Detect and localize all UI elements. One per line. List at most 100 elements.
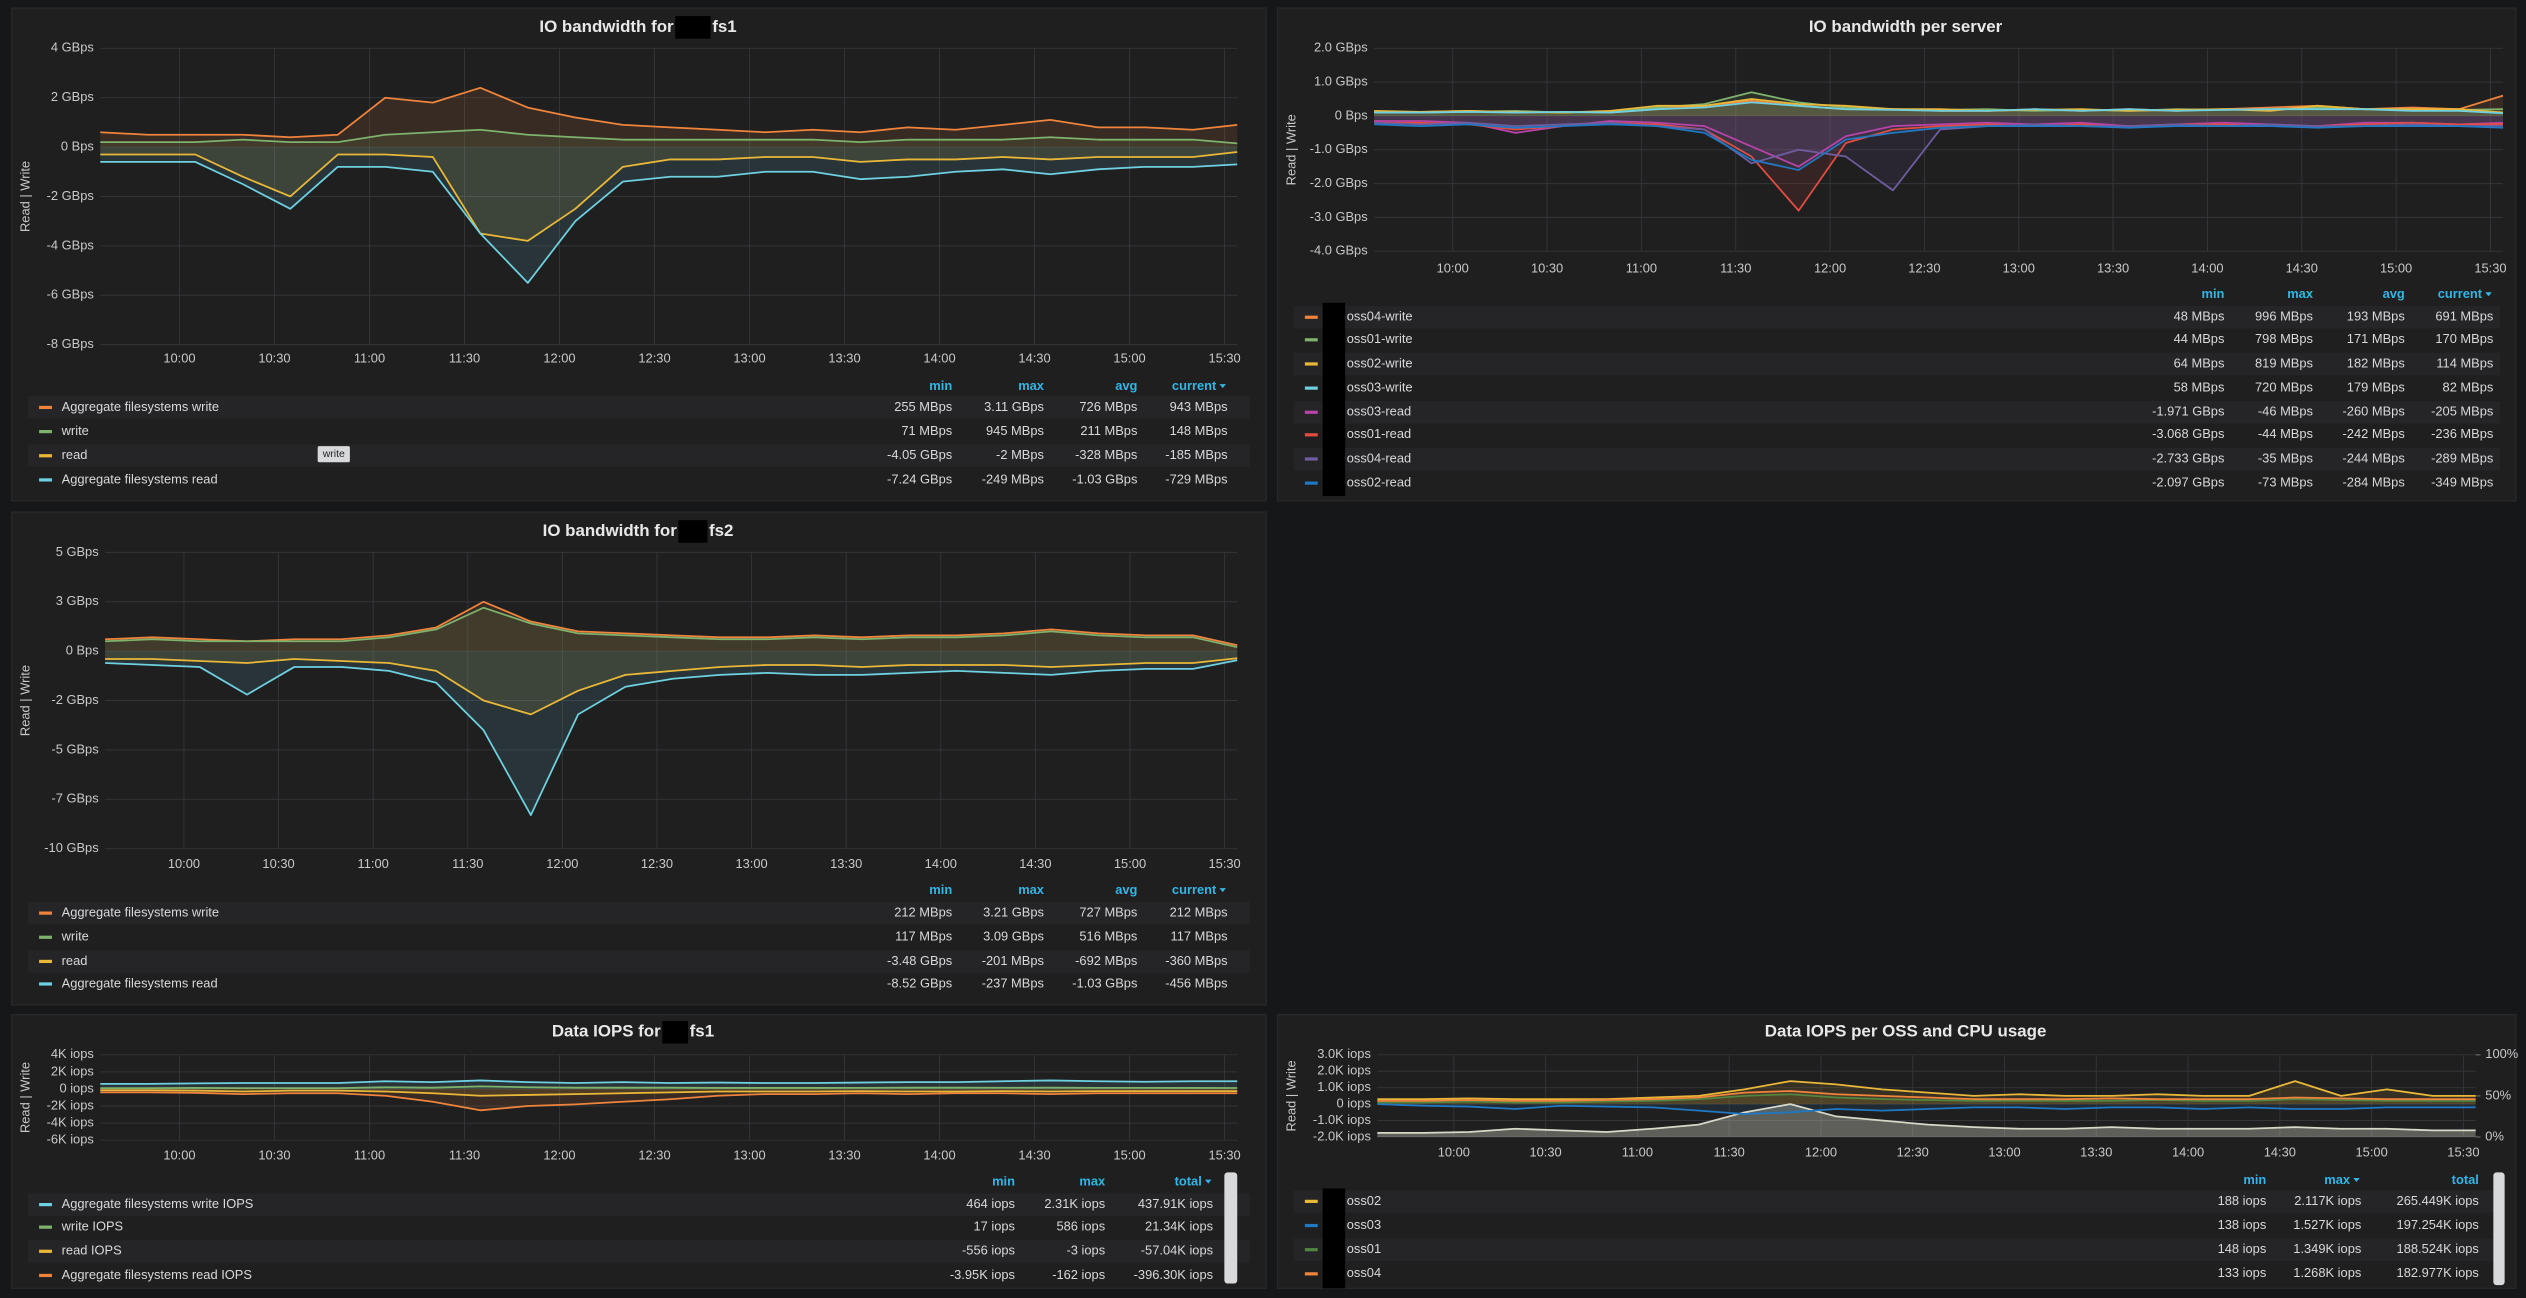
y-tick-label: 1.0 GBps — [1314, 74, 1368, 89]
legend-value: -1.03 GBps — [1072, 975, 1137, 990]
legend-value: -4.05 GBps — [887, 447, 952, 462]
legend-name[interactable]: read — [62, 447, 88, 462]
legend-value: -556 iops — [962, 1243, 1015, 1258]
legend-name[interactable]: oss02-write — [1347, 355, 1413, 370]
x-tick-label: 11:30 — [449, 1148, 480, 1163]
y-axis-label: Read | Write — [18, 1062, 33, 1133]
legend-header[interactable]: current — [1172, 882, 1217, 897]
legend-header[interactable]: avg — [1115, 882, 1137, 897]
legend-name[interactable]: oss02-read — [1347, 475, 1411, 490]
y-tick-label: 3 GBps — [56, 593, 99, 608]
legend-header[interactable]: total — [2452, 1172, 2479, 1187]
x-tick-label: 13:30 — [828, 1148, 860, 1163]
legend-name[interactable]: Aggregate filesystems read IOPS — [62, 1267, 252, 1282]
y-tick-label: -1.0K iops — [1313, 1112, 1371, 1127]
x-tick-label: 12:30 — [641, 856, 673, 871]
legend-name[interactable]: oss03-write — [1347, 380, 1413, 395]
series-line — [105, 659, 1238, 816]
legend-name[interactable]: oss02 — [1347, 1193, 1381, 1208]
panel-title: Data IOPS per OSS and CPU usage — [1765, 1022, 2047, 1041]
legend-header[interactable]: min — [2243, 1172, 2266, 1187]
legend-name[interactable]: Aggregate filesystems write — [62, 905, 219, 920]
legend-value: -57.04K iops — [1141, 1243, 1213, 1258]
x-tick-label: 10:00 — [168, 856, 200, 871]
x-tick-label: 10:00 — [163, 1148, 195, 1163]
legend-name[interactable]: write — [61, 423, 89, 438]
legend-name[interactable]: oss04-write — [1347, 309, 1413, 324]
legend-header[interactable]: max — [1079, 1173, 1106, 1188]
series-fill — [105, 651, 1238, 715]
legend-name[interactable]: Aggregate filesystems read — [62, 975, 218, 990]
legend-header[interactable]: max — [2287, 286, 2314, 301]
x-tick-label: 12:30 — [1897, 1144, 1929, 1159]
x-tick-label: 13:00 — [733, 351, 765, 366]
legend-name[interactable]: oss01-read — [1347, 426, 1411, 441]
legend-name[interactable]: oss04 — [1347, 1265, 1381, 1280]
legend-name[interactable]: write — [61, 929, 89, 944]
legend-value: 193 MBps — [2347, 309, 2405, 324]
legend-value: 265.449K iops — [2397, 1193, 2479, 1208]
y-tick-label: -4.0 GBps — [1310, 243, 1368, 258]
x-tick-label: 15:30 — [2447, 1144, 2479, 1159]
series-line — [1377, 1103, 2476, 1134]
legend-value: -260 MBps — [2343, 404, 2405, 419]
legend-value: 945 MBps — [986, 423, 1044, 438]
scrollbar — [1224, 1172, 1238, 1284]
y-tick-label: 4 GBps — [51, 40, 94, 55]
legend-header[interactable]: total — [1175, 1173, 1202, 1188]
legend-name[interactable]: Aggregate filesystems write IOPS — [62, 1196, 254, 1211]
sort-caret — [1205, 1179, 1212, 1184]
y-tick-label: 1.0K iops — [1317, 1079, 1371, 1094]
x-tick-label: 12:00 — [543, 351, 575, 366]
panel-title: Data IOPS for — [552, 1022, 661, 1041]
x-tick-label: 14:30 — [1019, 856, 1051, 871]
legend-header[interactable]: avg — [2383, 286, 2405, 301]
legend-header[interactable]: current — [1172, 378, 1217, 393]
legend-header[interactable]: min — [929, 882, 952, 897]
x-tick-label: 11:30 — [449, 351, 480, 366]
x-tick-label: 15:00 — [2356, 1144, 2388, 1159]
legend-name[interactable]: read IOPS — [62, 1243, 122, 1258]
legend-value: 117 MBps — [1171, 929, 1228, 944]
series-line — [105, 600, 1238, 647]
legend-row-bg — [1293, 1238, 2500, 1261]
legend-header[interactable]: current — [2438, 286, 2483, 301]
legend-value: 1.349K iops — [2293, 1241, 2361, 1256]
legend-header[interactable]: max — [1018, 882, 1045, 897]
legend-header[interactable]: max — [2324, 1172, 2351, 1187]
legend-header[interactable]: avg — [1115, 378, 1137, 393]
legend-value: -396.30K iops — [1134, 1267, 1213, 1282]
x-tick-label: 11:30 — [1720, 260, 1751, 275]
legend-name[interactable]: Aggregate filesystems read — [62, 471, 218, 486]
legend-header[interactable]: min — [992, 1173, 1015, 1188]
legend-row-bg — [27, 950, 1251, 973]
x-tick-label: 15:30 — [2474, 260, 2506, 275]
legend-value: -1.971 GBps — [2152, 404, 2224, 419]
panel — [11, 511, 1267, 1006]
x-tick-label: 14:00 — [2191, 260, 2223, 275]
legend-name[interactable]: oss04-read — [1347, 450, 1411, 465]
legend-name[interactable]: oss03 — [1347, 1217, 1381, 1232]
sort-caret — [1219, 888, 1226, 893]
legend-row-bg — [1293, 1190, 2500, 1213]
legend-name[interactable]: oss01-write — [1347, 331, 1413, 346]
series-line — [100, 1089, 1238, 1097]
x-tick-label: 14:00 — [923, 351, 955, 366]
legend-value: -44 MBps — [2258, 426, 2313, 441]
series-fill — [100, 1088, 1238, 1111]
legend-value: 720 MBps — [2255, 380, 2313, 395]
legend-header[interactable]: min — [929, 378, 952, 393]
redaction — [1322, 302, 1346, 497]
legend-name[interactable]: oss03-read — [1347, 404, 1411, 419]
x-tick-label: 13:00 — [1988, 1144, 2020, 1159]
legend-name[interactable]: oss01 — [1347, 1241, 1381, 1256]
legend-name[interactable]: Aggregate filesystems write — [62, 399, 219, 414]
legend-name[interactable]: read — [62, 953, 88, 968]
legend-value: 182 MBps — [2347, 355, 2405, 370]
y-axis-label: Read | Write — [1283, 114, 1298, 185]
legend-header[interactable]: max — [1018, 378, 1045, 393]
y-tick-label: -5 GBps — [51, 741, 98, 756]
legend-name[interactable]: write IOPS — [61, 1219, 124, 1234]
legend-value: 71 MBps — [901, 423, 952, 438]
legend-header[interactable]: min — [2202, 286, 2225, 301]
